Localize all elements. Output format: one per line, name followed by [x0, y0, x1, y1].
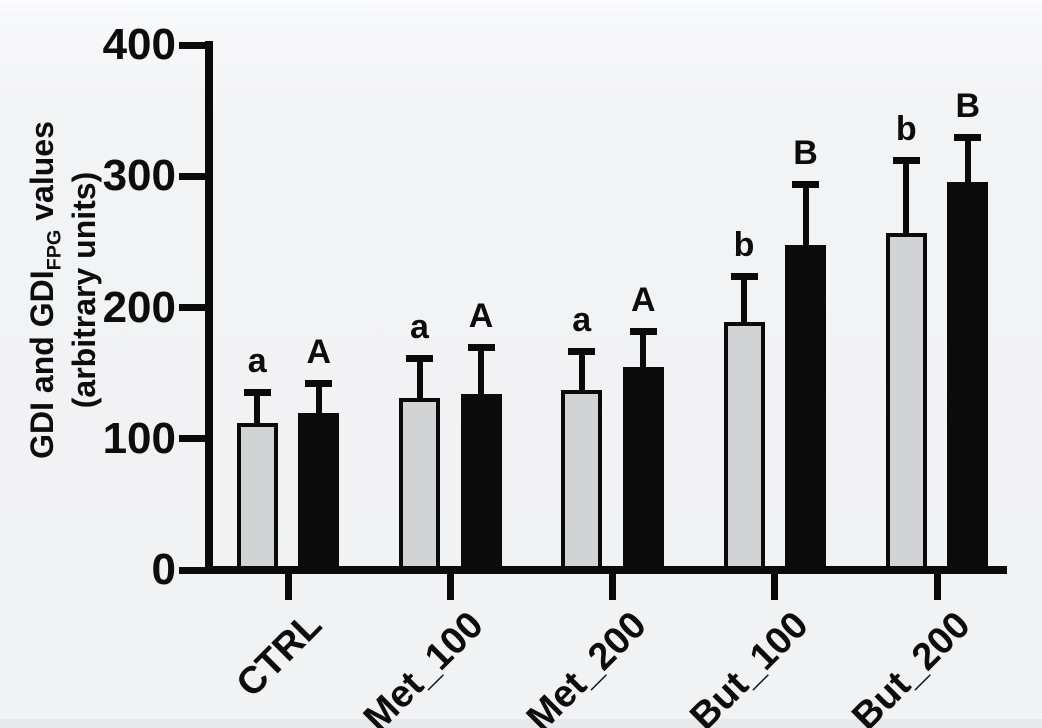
error-bar-stem [416, 358, 423, 403]
error-bar-stem [578, 352, 585, 395]
x-tick-label: But_200 [844, 604, 979, 728]
y-tick [179, 435, 207, 443]
significance-letter: b [733, 226, 755, 265]
x-tick-label: Met_100 [356, 604, 492, 728]
error-bar-stem [640, 332, 647, 371]
bar-gdi_fpg-ctrl [298, 412, 340, 570]
bar-gdi-but_100 [723, 321, 765, 570]
x-axis-line [205, 566, 1007, 574]
error-bar-cap [954, 134, 982, 142]
y-tick-label: 0 [151, 545, 176, 594]
significance-letter: A [306, 332, 332, 371]
bar-gdi_fpg-but_200 [947, 181, 989, 570]
error-bar-cap [406, 354, 433, 362]
y-tick-label: 200 [102, 282, 176, 332]
y-axis-spine [205, 41, 213, 574]
y-tick [179, 304, 207, 311]
error-bar-cap [243, 388, 271, 396]
x-tick [771, 574, 779, 600]
error-bar-cap [467, 344, 495, 352]
error-bar-cap [568, 348, 596, 356]
error-bar-stem [903, 160, 910, 237]
bar-gdi_fpg-met_200 [622, 366, 664, 570]
bar-gdi-met_100 [399, 398, 440, 570]
error-bar-stem [478, 348, 484, 399]
y-tick [179, 566, 207, 574]
error-bar-cap [730, 273, 758, 281]
error-bar-cap [792, 181, 819, 189]
significance-letter: a [572, 301, 592, 340]
x-tick-label: CTRL [228, 604, 330, 706]
error-bar-stem [315, 383, 322, 417]
significance-letter: a [247, 341, 267, 380]
error-bar-stem [802, 185, 809, 249]
x-tick-label: But_100 [682, 604, 817, 728]
x-tick [284, 574, 292, 600]
error-bar-stem [254, 392, 261, 427]
image-bottom-edge [0, 719, 1042, 728]
x-tick [933, 574, 941, 600]
error-bar-stem [741, 277, 747, 326]
y-tick-label: 400 [102, 20, 176, 69]
bar-gdi-ctrl [236, 423, 278, 570]
significance-letter: A [468, 297, 494, 336]
error-bar-cap [305, 379, 333, 387]
x-tick [609, 574, 616, 600]
y-tick-label: 100 [102, 413, 176, 463]
y-tick [179, 41, 207, 49]
y-tick-label: 300 [102, 151, 176, 201]
significance-letter: B [955, 87, 981, 126]
error-bar-cap [892, 156, 920, 164]
significance-letter: a [410, 307, 429, 346]
bar-gdi_fpg-met_100 [460, 394, 502, 570]
x-tick [446, 574, 454, 600]
error-bar-cap [629, 328, 657, 336]
bar-gdi-but_200 [885, 232, 927, 570]
significance-letter: b [895, 109, 917, 148]
significance-letter: A [630, 281, 656, 320]
bar-gdi-met_200 [561, 390, 603, 570]
bar-gdi_fpg-but_100 [785, 244, 826, 570]
error-bar-stem [964, 138, 971, 186]
x-tick-label: Met_200 [518, 604, 655, 728]
y-tick [179, 172, 207, 180]
significance-letter: B [793, 134, 818, 173]
